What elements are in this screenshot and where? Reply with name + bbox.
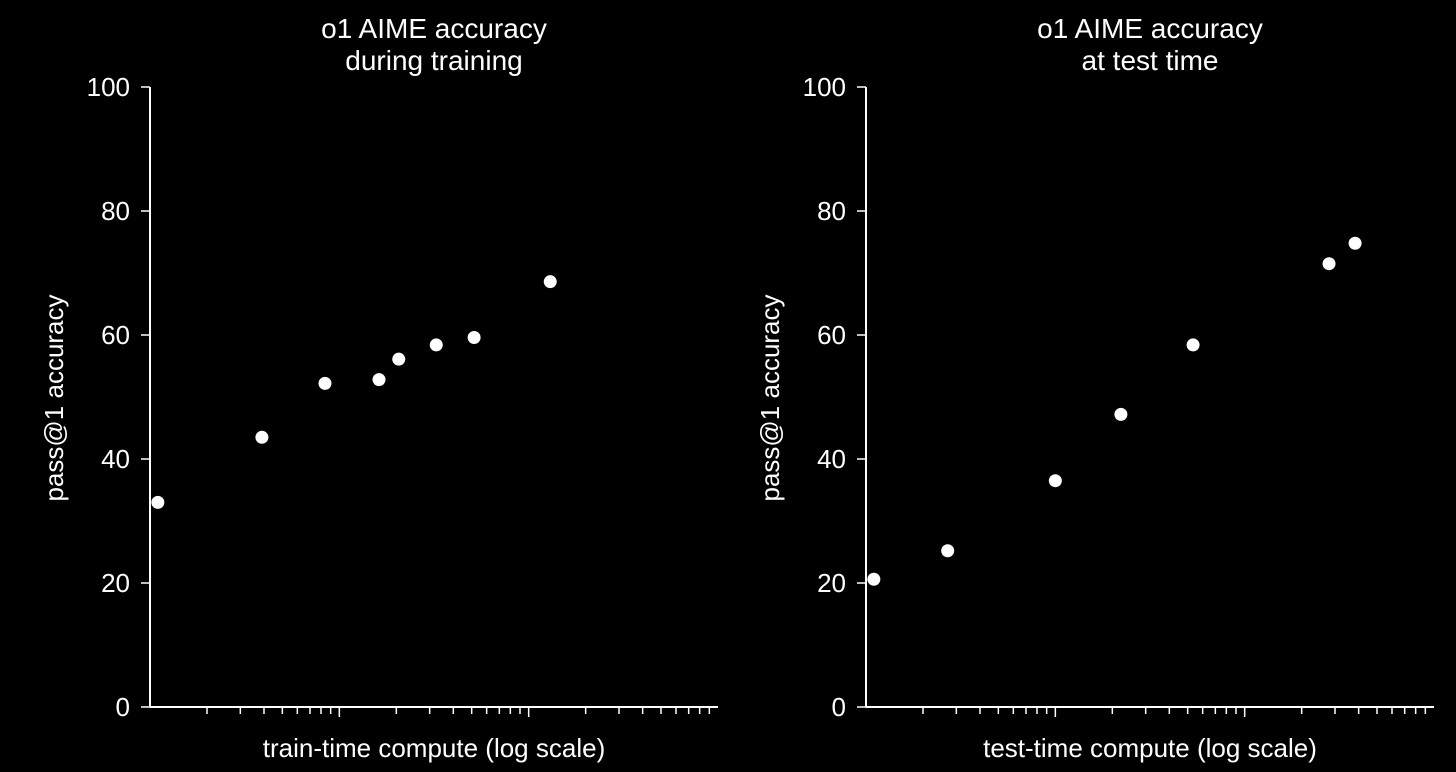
x-axis-label: test-time compute (log scale) — [983, 733, 1317, 763]
data-point — [372, 373, 386, 387]
data-point — [543, 275, 557, 289]
data-point — [151, 495, 165, 509]
data-point — [867, 572, 881, 586]
data-point — [941, 544, 955, 558]
x-axis-label: train-time compute (log scale) — [263, 733, 605, 763]
y-axis-label: pass@1 accuracy — [39, 294, 69, 501]
y-tick-label: 0 — [832, 692, 846, 722]
data-point — [429, 338, 443, 352]
chart-title-line-1: o1 AIME accuracy — [1037, 13, 1263, 44]
y-tick-label: 80 — [101, 196, 130, 226]
data-point — [1114, 407, 1128, 421]
data-point — [1322, 257, 1336, 271]
data-points — [867, 236, 1362, 586]
y-axis-label: pass@1 accuracy — [755, 294, 785, 501]
axes: 0 20 40 60 80 100 — [87, 72, 718, 722]
data-points — [151, 275, 557, 509]
data-point — [1186, 338, 1200, 352]
y-tick-label: 100 — [87, 72, 130, 102]
data-point — [318, 376, 332, 390]
y-tick-label: 100 — [803, 72, 846, 102]
axes: 0 20 40 60 80 100 — [803, 72, 1434, 722]
chart-title-line-1: o1 AIME accuracy — [321, 13, 547, 44]
data-point — [1048, 474, 1062, 488]
y-tick-label: 80 — [817, 196, 846, 226]
data-point — [1348, 236, 1362, 250]
chart-title-line-2: during training — [345, 45, 522, 76]
data-point — [255, 430, 269, 444]
y-tick-label: 20 — [817, 568, 846, 598]
chart-title-line-2: at test time — [1082, 45, 1219, 76]
y-tick-label: 60 — [101, 320, 130, 350]
y-tick-label: 40 — [101, 444, 130, 474]
chart-test-time: o1 AIME accuracy at test time test-time … — [755, 13, 1434, 763]
data-point — [392, 352, 406, 366]
y-tick-label: 60 — [817, 320, 846, 350]
y-tick-label: 0 — [116, 692, 130, 722]
data-point — [467, 330, 481, 344]
chart-training: o1 AIME accuracy during training train-t… — [39, 13, 718, 763]
y-tick-label: 40 — [817, 444, 846, 474]
y-tick-label: 20 — [101, 568, 130, 598]
